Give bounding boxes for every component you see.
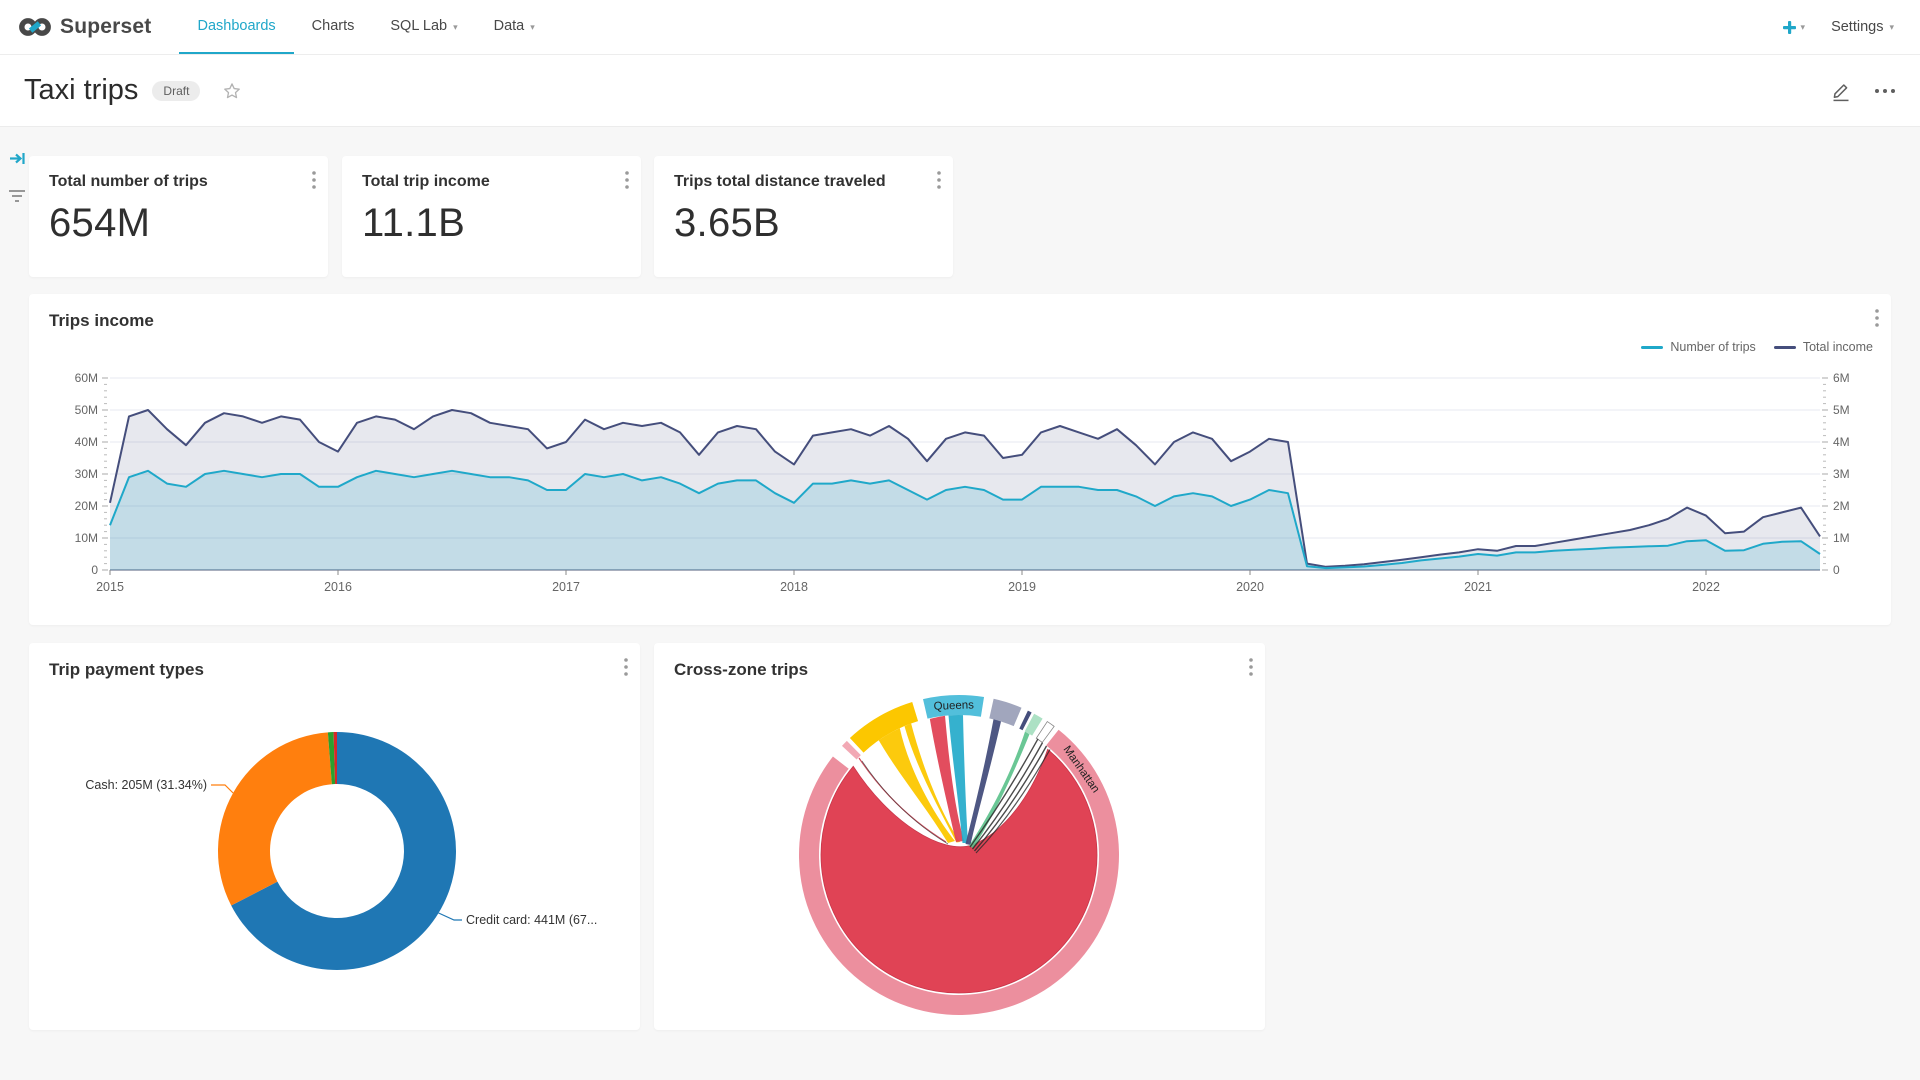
nav-dashboards[interactable]: Dashboards	[179, 0, 294, 54]
svg-text:40M: 40M	[75, 435, 98, 449]
svg-text:3M: 3M	[1833, 467, 1850, 481]
svg-text:Credit card: 441M (67...: Credit card: 441M (67...	[466, 913, 597, 927]
svg-text:2017: 2017	[552, 580, 580, 594]
chart-title: Trip payment types	[49, 660, 204, 679]
legend-number-of-trips[interactable]: Number of trips	[1641, 340, 1756, 354]
svg-text:4M: 4M	[1833, 435, 1850, 449]
svg-text:2020: 2020	[1236, 580, 1264, 594]
favorite-star-icon[interactable]	[222, 81, 242, 101]
chart-options-menu[interactable]	[1249, 658, 1253, 681]
cross-zone-trips-panel: Cross-zone trips Manhattan Q	[654, 643, 1265, 1030]
pencil-icon	[1833, 83, 1849, 101]
main-menu: Dashboards Charts SQL Lab Data	[179, 0, 552, 54]
expand-filter-bar-icon[interactable]	[9, 151, 26, 171]
svg-text:0: 0	[91, 563, 98, 577]
svg-text:2019: 2019	[1008, 580, 1036, 594]
legend-total-income[interactable]: Total income	[1773, 340, 1873, 354]
dashboard-header: Taxi trips Draft	[0, 55, 1920, 127]
trips-income-panel: Trips income Number of trips Total incom…	[29, 294, 1891, 625]
brand-name: Superset	[60, 15, 152, 38]
dashboard-body: Total number of trips 654M Total trip in…	[0, 127, 1920, 1080]
svg-text:60M: 60M	[75, 371, 98, 385]
settings-menu[interactable]: Settings	[1831, 19, 1894, 35]
kpi-value: 11.1B	[362, 201, 466, 245]
nav-data[interactable]: Data	[476, 0, 553, 54]
svg-text:2M: 2M	[1833, 499, 1850, 513]
page-title: Taxi trips	[24, 74, 139, 106]
legend-swatch-income	[1773, 345, 1796, 349]
kpi-value: 654M	[49, 201, 151, 245]
edit-dashboard-button[interactable]	[1830, 80, 1852, 102]
ellipsis-icon	[1875, 88, 1895, 93]
svg-text:6M: 6M	[1833, 371, 1850, 385]
superset-logo[interactable]: Superset	[18, 0, 151, 54]
trip-payment-types-panel: Trip payment types Cash: 205M (31.34%) Cr…	[29, 643, 640, 1030]
svg-text:2018: 2018	[780, 580, 808, 594]
chart-options-menu[interactable]	[624, 658, 628, 681]
svg-text:2016: 2016	[324, 580, 352, 594]
chart-title: Trips income	[49, 311, 154, 330]
filter-list-icon[interactable]	[8, 189, 26, 208]
card-options-menu[interactable]	[312, 171, 316, 194]
svg-text:20M: 20M	[75, 499, 98, 513]
dashboard-actions-menu[interactable]	[1874, 88, 1896, 94]
superset-infinity-icon	[19, 18, 51, 36]
new-item-button[interactable]	[1782, 20, 1806, 35]
svg-text:1M: 1M	[1833, 531, 1850, 545]
svg-text:2022: 2022	[1692, 580, 1720, 594]
kpi-title: Trips total distance traveled	[674, 173, 886, 190]
kpi-value: 3.65B	[674, 201, 781, 245]
chart-title: Cross-zone trips	[674, 660, 809, 679]
kpi-card-total-distance: Trips total distance traveled 3.65B	[654, 156, 953, 277]
kpi-card-total-trips: Total number of trips 654M	[29, 156, 328, 277]
top-nav: Superset Dashboards Charts SQL Lab Data …	[0, 0, 1920, 55]
svg-text:5M: 5M	[1833, 403, 1850, 417]
draft-badge: Draft	[152, 80, 201, 101]
svg-text:2015: 2015	[96, 580, 124, 594]
kpi-title: Total number of trips	[49, 173, 208, 190]
nav-charts[interactable]: Charts	[311, 18, 355, 34]
svg-text:Queens: Queens	[933, 699, 974, 712]
trips-income-line-chart[interactable]: 0 0 10M 1M 20M 2M 30M 3M 40M 4M 50M 5M 60M 6M 2015 2016…	[29, 294, 1891, 625]
chord-ribbons	[820, 715, 1098, 994]
nav-sql-lab[interactable]: SQL Lab	[372, 0, 475, 54]
card-options-menu[interactable]	[625, 171, 629, 194]
svg-text:0: 0	[1833, 563, 1840, 577]
svg-text:30M: 30M	[75, 467, 98, 481]
svg-text:10M: 10M	[75, 531, 98, 545]
filter-bar-collapsed	[4, 151, 30, 208]
chart-options-menu[interactable]	[1875, 309, 1879, 332]
kpi-title: Total trip income	[362, 173, 490, 190]
kpi-card-trip-income: Total trip income 11.1B	[342, 156, 641, 277]
svg-text:2021: 2021	[1464, 580, 1492, 594]
svg-text:Cash: 205M (31.34%): Cash: 205M (31.34%)	[85, 778, 207, 792]
svg-text:50M: 50M	[75, 403, 98, 417]
payment-types-donut-chart[interactable]: Cash: 205M (31.34%) Credit card: 441M (67…	[29, 685, 640, 1030]
plus-icon	[1782, 20, 1796, 34]
legend-swatch-trips	[1641, 345, 1664, 349]
chart-legend: Number of trips Total income	[1641, 340, 1873, 354]
card-options-menu[interactable]	[937, 171, 941, 194]
